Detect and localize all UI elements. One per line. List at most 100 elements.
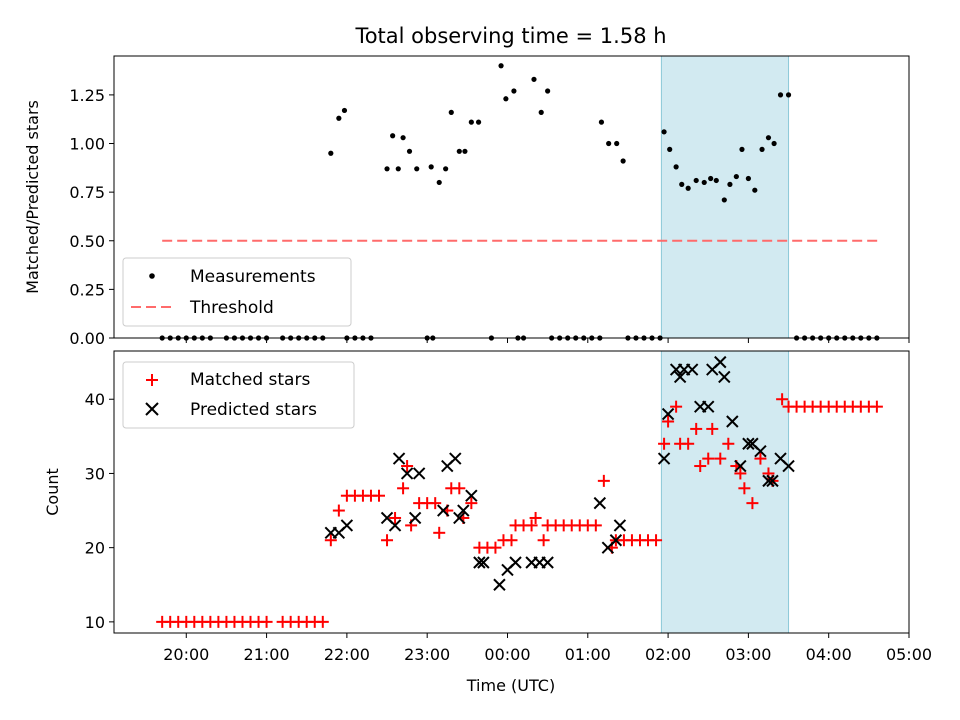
predicted-star-marker (340, 519, 354, 532)
predicted-star-marker (400, 467, 414, 480)
measurement-point (384, 166, 390, 172)
matched-star-marker (429, 497, 442, 510)
predicted-star-marker (742, 437, 755, 450)
predicted-star-marker (593, 496, 607, 510)
predicted-star-marker (657, 452, 671, 465)
predicted-star-marker (412, 467, 426, 480)
predicted-star-marker (766, 474, 779, 488)
matched-star-marker (722, 437, 735, 450)
matched-star-marker (389, 511, 402, 524)
matched-star-marker (597, 474, 610, 487)
predicted-star-marker (762, 474, 775, 488)
predicted-star-marker (726, 415, 739, 428)
predicted-star-marker (473, 556, 486, 569)
predicted-star-marker (734, 459, 747, 473)
bottom-legend: Matched stars Predicted stars (122, 361, 355, 429)
bottom-y-ticks: 10 20 30 40 (85, 390, 114, 632)
predicted-star-marker (714, 355, 727, 369)
predicted-star-marker (408, 511, 422, 525)
bottom-legend-box (122, 361, 355, 429)
matched-star-marker (465, 497, 478, 510)
legend-predicted-label: Predicted stars (190, 400, 317, 420)
top-axes-frame (113, 55, 910, 339)
bottom-y-axis-label: Count (43, 468, 62, 516)
measurement-point (745, 175, 751, 182)
measurement-point (443, 166, 449, 172)
bottom-x-axis-label: Time (UTC) (466, 676, 555, 695)
matched-star-marker (381, 534, 394, 547)
matched-star-marker (332, 504, 345, 517)
matched-star-marker (397, 482, 410, 495)
top-y-tick-label: 0.00 (69, 329, 105, 348)
matched-star-marker (525, 519, 538, 532)
measurement-point (328, 150, 334, 156)
x-tick-label: 03:00 (725, 645, 771, 664)
x-tick-label: 22:00 (324, 645, 370, 664)
predicted-star-marker (509, 556, 522, 569)
x-tick-label: 00:00 (484, 645, 530, 664)
matched-star-marker (734, 467, 747, 480)
legend-matched-label: Matched stars (190, 370, 310, 390)
measurement-point (733, 173, 739, 180)
legend-measurements-marker (149, 273, 155, 279)
bottom-axes-frame (113, 350, 910, 634)
measurement-point (400, 135, 406, 141)
predicted-star-marker (685, 363, 699, 376)
predicted-star-marker (449, 452, 462, 465)
measurement-point (721, 197, 727, 203)
measurement-point (771, 140, 777, 147)
top-y-axis-label: Matched/Predicted stars (23, 100, 42, 294)
measurement-point (468, 119, 474, 125)
matched-star-marker (776, 393, 789, 406)
matched-star-marker (505, 534, 518, 547)
measurement-point (693, 177, 699, 184)
top-x-ticks (185, 338, 910, 343)
bottom-panel: 10 20 30 40 20:00 21:00 22:00 23:00 00:00 01:00 0… (43, 350, 932, 695)
matched-star-marker (453, 482, 466, 495)
measurement-point (414, 166, 420, 172)
top-legend-box (122, 257, 352, 327)
predicted-star-marker (613, 519, 627, 532)
top-y-ticks: 0.00 0.25 0.50 0.75 1.00 1.25 (69, 86, 114, 348)
top-legend: Measurements Threshold (122, 257, 352, 327)
measurement-point (511, 88, 517, 94)
matched-star-marker (714, 452, 727, 465)
predicted-star-marker (702, 400, 715, 413)
top-title: Total observing time = 1.58 h (354, 24, 666, 48)
measurement-point (545, 88, 551, 94)
predicted-star-marker (477, 556, 490, 569)
measurement-point (436, 179, 442, 186)
measurement-point (667, 146, 673, 152)
measurement-point (739, 146, 745, 152)
bottom-y-tick-label: 20 (85, 539, 105, 558)
predicted-star-marker (661, 407, 675, 421)
top-panel: 0.00 0.25 0.50 0.75 1.00 1.25 Total observing… (23, 24, 910, 348)
measurement-point (503, 96, 509, 102)
measurement-point (785, 92, 792, 98)
legend-measurements-label: Measurements (190, 267, 316, 287)
legend-threshold-label: Threshold (189, 298, 274, 318)
top-y-tick-label: 0.50 (69, 232, 105, 251)
matched-star-marker (682, 437, 695, 450)
measurement-point (538, 109, 544, 115)
matched-star-marker (401, 460, 414, 473)
predicted-star-marker (453, 511, 466, 525)
matched-star-marker (589, 519, 602, 532)
measurement-point (685, 185, 691, 191)
legend-predicted-marker (145, 402, 159, 416)
x-tick-label: 01:00 (565, 645, 611, 664)
measurement-point (395, 166, 401, 172)
bottom-y-tick-label: 40 (85, 390, 105, 409)
matched-star-marker (537, 534, 550, 547)
top-observing-window-shade (660, 55, 790, 339)
measurement-point (614, 140, 620, 147)
predicted-star-marker (541, 556, 554, 569)
measurement-point (531, 76, 537, 82)
predicted-star-marker (457, 504, 470, 517)
matched-star-marker (694, 460, 707, 473)
measurement-point (727, 181, 733, 187)
x-tick-label: 05:00 (886, 645, 932, 664)
measurement-point (475, 119, 482, 125)
measurement-point (406, 148, 413, 154)
